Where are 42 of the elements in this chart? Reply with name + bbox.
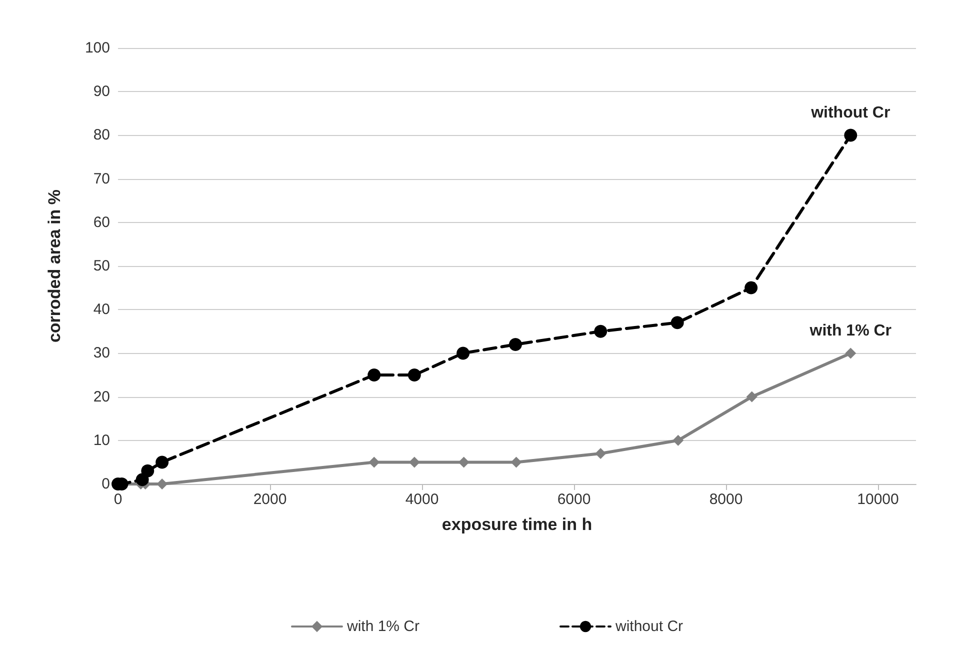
y-tick-label: 100 [84, 40, 110, 56]
x-tick-label: 4000 [405, 491, 439, 508]
point [594, 324, 608, 338]
y-axis-title: corroded area in % [45, 189, 64, 343]
x-tick-label: 10000 [857, 491, 899, 508]
y-tick-label: 0 [102, 476, 110, 492]
point [368, 368, 381, 382]
point [845, 348, 856, 359]
point [408, 368, 421, 382]
annotation: without Cr [810, 104, 890, 122]
y-tick-label: 50 [93, 258, 110, 274]
y-tick-label: 10 [93, 432, 110, 449]
x-axis-title: exposure time in h [442, 515, 592, 534]
point [408, 456, 420, 468]
point [156, 478, 168, 490]
y-tick-label: 90 [93, 83, 110, 100]
point [508, 338, 522, 351]
point [456, 346, 470, 360]
x-tick-label: 0 [114, 491, 122, 508]
x-tick-label: 8000 [709, 491, 743, 508]
y-tick-label: 80 [93, 126, 110, 144]
legend-label: without Cr [614, 618, 684, 635]
annotation: with 1% Cr [808, 322, 892, 340]
point [156, 456, 169, 469]
y-tick-label: 60 [93, 214, 110, 231]
y-tick-label: 70 [93, 170, 110, 188]
point [368, 456, 380, 468]
point [510, 456, 522, 468]
y-tick-label: 40 [93, 301, 110, 318]
y-tick-label: 20 [93, 388, 110, 406]
y-tick-label: 30 [93, 344, 110, 362]
legend-label: with 1% Cr [346, 618, 420, 635]
x-tick-label: 6000 [557, 491, 591, 508]
point [746, 391, 758, 402]
point [458, 456, 470, 468]
point [844, 128, 858, 142]
x-tick-label: 2000 [253, 491, 287, 508]
point [670, 316, 684, 330]
point [141, 464, 154, 478]
point [744, 281, 758, 294]
point [595, 448, 606, 459]
point [672, 434, 684, 446]
